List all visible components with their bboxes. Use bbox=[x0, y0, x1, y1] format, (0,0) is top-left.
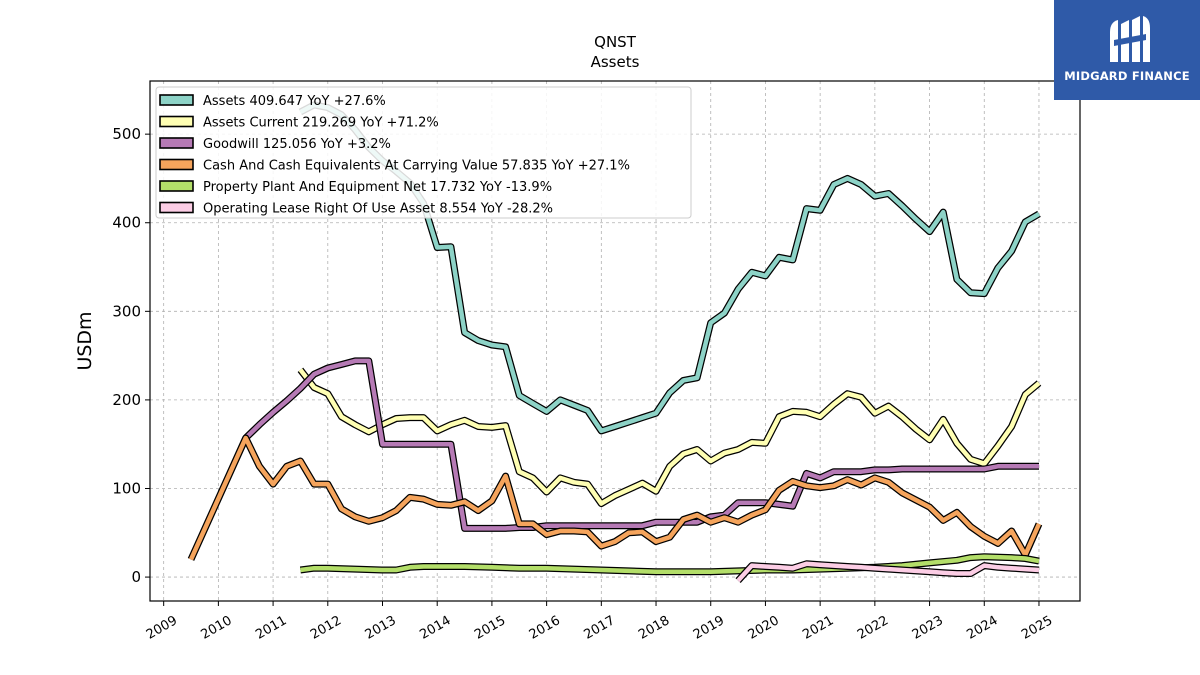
legend-swatch bbox=[159, 158, 194, 171]
series-line bbox=[300, 554, 1040, 575]
y-tick-label: 300 bbox=[112, 302, 141, 320]
legend-label: Assets 409.647 YoY +27.6% bbox=[203, 94, 386, 109]
x-tick-label: 2017 bbox=[581, 613, 617, 643]
x-tick-label: 2023 bbox=[910, 613, 946, 643]
x-tick-label: 2015 bbox=[472, 613, 508, 643]
x-tick-label: 2020 bbox=[746, 613, 782, 643]
x-tick-label: 2016 bbox=[527, 613, 563, 643]
y-tick-label: 500 bbox=[112, 125, 141, 143]
y-tick-label: 400 bbox=[112, 214, 141, 232]
series-5 bbox=[735, 560, 1040, 583]
y-tick-label: 100 bbox=[112, 479, 141, 497]
y-tick-label: 0 bbox=[131, 568, 141, 586]
x-tick-label: 2021 bbox=[800, 613, 836, 643]
x-axis: 2009 2010 2011 2012 2013 2014 2015 2016 2017 2018… bbox=[144, 601, 1055, 643]
x-tick-label: 2010 bbox=[199, 613, 235, 643]
legend-label: Goodwill 125.056 YoY +3.2% bbox=[203, 137, 391, 152]
legend-label: Property Plant And Equipment Net 17.732 … bbox=[203, 180, 552, 195]
brand-logo: MIDGARD FINANCE bbox=[1054, 0, 1200, 100]
x-tick-label: 2018 bbox=[636, 613, 672, 643]
x-tick-label: 2022 bbox=[855, 613, 891, 643]
series-1 bbox=[297, 367, 1042, 508]
legend: Assets 409.647 YoY +27.6% Assets Current … bbox=[155, 86, 692, 219]
legend-label: Operating Lease Right Of Use Asset 8.554… bbox=[203, 202, 553, 217]
x-tick-label: 2024 bbox=[964, 613, 1000, 643]
logo-mark-icon bbox=[1110, 16, 1150, 62]
x-tick-label: 2011 bbox=[253, 613, 289, 643]
x-tick-label: 2014 bbox=[417, 613, 453, 643]
logo-text: MIDGARD FINANCE bbox=[1064, 69, 1190, 83]
legend-label: Assets Current 219.269 YoY +71.2% bbox=[203, 116, 439, 131]
x-tick-label: 2013 bbox=[363, 613, 399, 643]
series-line bbox=[244, 358, 1039, 531]
series-line bbox=[298, 368, 1041, 506]
legend-entry: Cash And Cash Equivalents At Carrying Va… bbox=[159, 158, 630, 174]
legend-swatch bbox=[159, 94, 194, 106]
legend-swatch bbox=[159, 201, 194, 214]
legend-entry: Operating Lease Right Of Use Asset 8.554… bbox=[159, 201, 553, 217]
chart-title: QNST bbox=[594, 33, 637, 51]
legend-swatch bbox=[159, 180, 194, 192]
legend-entry: Assets 409.647 YoY +27.6% bbox=[159, 94, 386, 109]
x-tick-label: 2025 bbox=[1019, 613, 1055, 643]
series-2 bbox=[243, 357, 1039, 532]
plot-frame bbox=[149, 80, 1081, 602]
legend-swatch bbox=[159, 137, 194, 149]
legend-entry: Property Plant And Equipment Net 17.732 … bbox=[159, 180, 552, 195]
y-axis: 0 100 200 300 400 500 bbox=[112, 125, 150, 586]
y-tick-label: 200 bbox=[112, 391, 141, 409]
series-line bbox=[188, 435, 1042, 561]
x-tick-label: 2012 bbox=[308, 613, 344, 643]
series-group bbox=[187, 101, 1043, 583]
legend-label: Cash And Cash Equivalents At Carrying Va… bbox=[203, 159, 630, 174]
series-3 bbox=[187, 434, 1043, 561]
legend-swatch bbox=[159, 115, 194, 128]
y-axis-label: USDm bbox=[74, 311, 96, 370]
chart-subtitle: Assets bbox=[591, 53, 640, 71]
series-4 bbox=[299, 553, 1040, 576]
legend-entry: Goodwill 125.056 YoY +3.2% bbox=[159, 137, 391, 152]
x-tick-label: 2009 bbox=[144, 613, 180, 643]
x-tick-label: 2019 bbox=[691, 613, 727, 643]
series-line bbox=[736, 561, 1040, 583]
legend-box bbox=[155, 86, 692, 219]
legend-entry: Assets Current 219.269 YoY +71.2% bbox=[159, 115, 439, 131]
